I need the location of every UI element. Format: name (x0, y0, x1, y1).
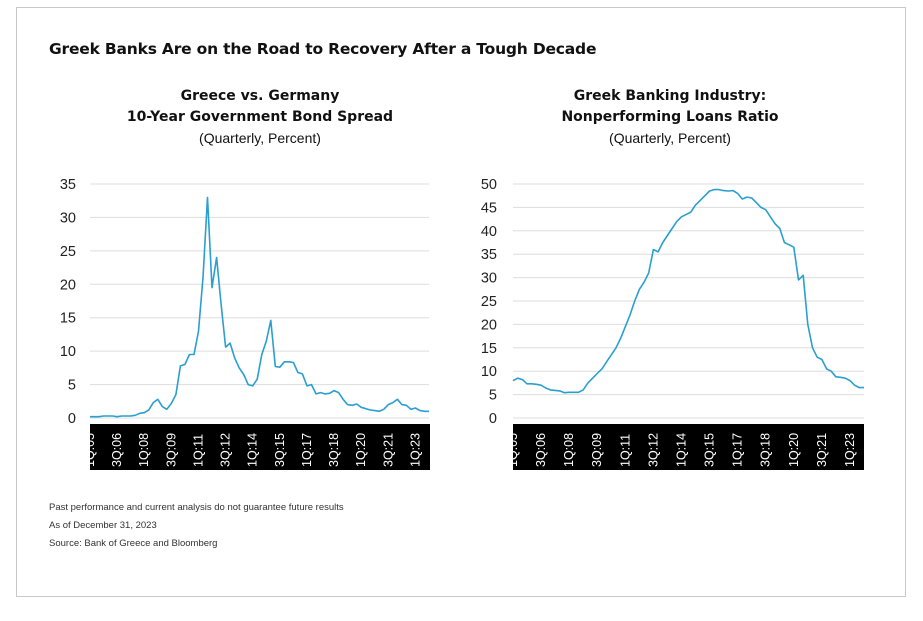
spread-x-tick-label: 3Q:12 (219, 433, 233, 467)
npl-y-tick-label: 45 (481, 200, 497, 216)
npl-y-tick-label: 5 (489, 388, 497, 404)
npl-x-tick-label: 3Q:15 (703, 433, 717, 467)
npl-x-tick-label: 1Q:11 (618, 434, 632, 467)
npl-x-tick-label: 1Q:08 (562, 433, 576, 467)
footnotes: Past performance and current analysis do… (49, 499, 344, 553)
spread-x-tick-label: 3Q:21 (381, 433, 395, 467)
npl-x-tick-label: 3Q:21 (815, 433, 829, 467)
chart-panel-frame (16, 7, 906, 597)
left-chart-title-line1: Greece vs. Germany (180, 88, 340, 104)
as-of-note: As of December 31, 2023 (49, 520, 157, 531)
npl-x-tick-label: 1Q:17 (731, 433, 745, 467)
npl-x-tick-label: 3Q:09 (590, 433, 604, 467)
spread-x-axis-band (90, 424, 430, 470)
npl-y-tick-label: 10 (481, 364, 497, 380)
npl-x-tick-label: 3Q:06 (534, 433, 548, 467)
spread-x-tick-label: 1Q:17 (300, 433, 314, 467)
spread-x-tick-label: 3Q:09 (164, 433, 178, 467)
npl-x-tick-label: 1Q:20 (787, 433, 801, 467)
left-chart-subtitle: (Quarterly, Percent) (199, 130, 321, 146)
npl-y-tick-label: 40 (481, 224, 497, 240)
spread-y-tick-label: 15 (60, 311, 76, 327)
spread-y-tick-label: 5 (68, 378, 76, 394)
npl-x-tick-label: 3Q:18 (759, 433, 773, 467)
npl-x-tick-label: 3Q:12 (646, 433, 660, 467)
npl-y-tick-label: 30 (481, 271, 497, 287)
spread-x-tick-label: 1Q:14 (246, 433, 260, 467)
figure-title: Greek Banks Are on the Road to Recovery … (49, 40, 597, 58)
spread-y-tick-label: 0 (68, 411, 76, 427)
npl-y-tick-label: 15 (481, 341, 497, 357)
spread-x-tick-label: 1Q:08 (137, 433, 151, 467)
npl-y-tick-label: 25 (481, 294, 497, 310)
left-chart-title-line2: 10-Year Government Bond Spread (126, 109, 394, 125)
spread-x-tick-label: 3Q:18 (327, 433, 341, 467)
left-chart-title: Greece vs. Germany 10-Year Government Bo… (90, 86, 430, 149)
source-value: Bank of Greece and Bloomberg (84, 538, 218, 549)
spread-y-tick-label: 35 (60, 177, 76, 193)
spread-x-tick-label: 1Q:11 (191, 434, 205, 467)
npl-y-tick-label: 35 (481, 247, 497, 263)
npl-x-axis-band (513, 424, 864, 470)
spread-series-line (90, 196, 429, 418)
npl-x-tick-label: 1Q:05 (506, 433, 520, 467)
right-chart-title-line2: Nonperforming Loans Ratio (561, 109, 779, 125)
spread-x-tick-label: 3Q:06 (110, 433, 124, 467)
right-chart-title-line1: Greek Banking Industry: (573, 88, 767, 104)
spread-y-tick-label: 10 (60, 344, 76, 360)
spread-x-tick-label: 1Q:23 (408, 433, 422, 467)
npl-x-tick-label: 1Q:14 (674, 433, 688, 467)
right-chart-title: Greek Banking Industry: Nonperforming Lo… (505, 86, 835, 149)
spread-x-tick-label: 1Q:20 (354, 433, 368, 467)
disclaimer-note: Past performance and current analysis do… (49, 502, 344, 513)
spread-x-tick-label: 1Q:05 (83, 433, 97, 467)
spread-x-tick-label: 3Q:15 (273, 433, 287, 467)
npl-x-tick-label: 1Q:23 (843, 433, 857, 467)
npl-series-line (512, 188, 864, 394)
spread-y-tick-label: 20 (60, 277, 76, 293)
spread-y-tick-label: 25 (60, 244, 76, 260)
npl-y-tick-label: 20 (481, 317, 497, 333)
right-chart-subtitle: (Quarterly, Percent) (609, 130, 731, 146)
npl-y-tick-label: 0 (489, 411, 497, 427)
npl-y-tick-label: 50 (481, 177, 497, 193)
source-note: Source: Bank of Greece and Bloomberg (49, 538, 218, 549)
spread-y-tick-label: 30 (60, 210, 76, 226)
